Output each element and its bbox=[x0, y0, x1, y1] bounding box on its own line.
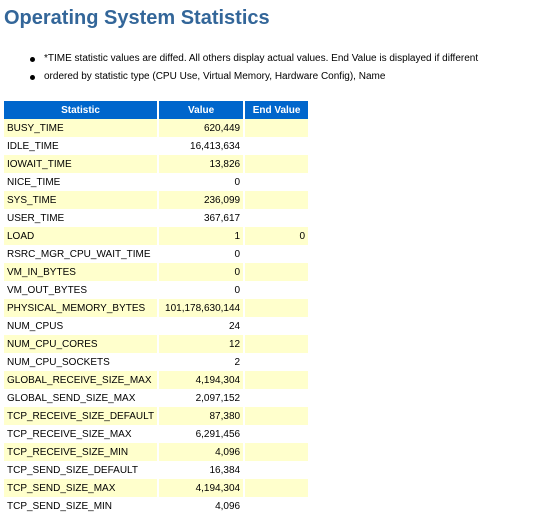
statistic-value-cell: 16,413,634 bbox=[158, 137, 246, 155]
statistic-end-value-cell bbox=[244, 461, 309, 479]
statistic-name-cell: SYS_TIME bbox=[4, 191, 160, 209]
table-row: TCP_SEND_SIZE_MAX 4,194,304 bbox=[4, 479, 309, 497]
statistic-name-cell: IDLE_TIME bbox=[4, 137, 160, 155]
statistic-value-cell: 6,291,456 bbox=[158, 425, 246, 443]
statistic-end-value-cell bbox=[244, 245, 309, 263]
statistic-name-cell: PHYSICAL_MEMORY_BYTES bbox=[4, 299, 160, 317]
statistic-end-value-cell bbox=[244, 371, 309, 389]
table-row: USER_TIME 367,617 bbox=[4, 209, 309, 227]
statistic-name-cell: VM_IN_BYTES bbox=[4, 263, 160, 281]
header-row: Statistic Value End Value bbox=[4, 101, 309, 119]
statistic-value-cell: 0 bbox=[158, 173, 246, 191]
statistic-value-cell: 4,194,304 bbox=[158, 479, 246, 497]
table-row: TCP_RECEIVE_SIZE_MIN 4,096 bbox=[4, 443, 309, 461]
statistic-name-cell: NUM_CPUS bbox=[4, 317, 160, 335]
statistic-end-value-cell bbox=[244, 173, 309, 191]
statistic-name-cell: IOWAIT_TIME bbox=[4, 155, 160, 173]
table-row: GLOBAL_SEND_SIZE_MAX 2,097,152 bbox=[4, 389, 309, 407]
statistic-end-value-cell bbox=[244, 317, 309, 335]
table-row: SYS_TIME 236,099 bbox=[4, 191, 309, 209]
statistic-value-cell: 4,096 bbox=[158, 497, 246, 515]
table-row: NUM_CPU_CORES 12 bbox=[4, 335, 309, 353]
statistic-value-cell: 13,826 bbox=[158, 155, 246, 173]
statistic-value-cell: 87,380 bbox=[158, 407, 246, 425]
table-row: BUSY_TIME 620,449 bbox=[4, 119, 309, 137]
statistic-end-value-cell bbox=[244, 335, 309, 353]
statistic-name-cell: TCP_RECEIVE_SIZE_MIN bbox=[4, 443, 160, 461]
statistic-value-cell: 2,097,152 bbox=[158, 389, 246, 407]
note-item: ordered by statistic type (CPU Use, Virt… bbox=[30, 68, 478, 86]
table-row: NUM_CPUS 24 bbox=[4, 317, 309, 335]
note-item: *TIME statistic values are diffed. All o… bbox=[30, 50, 478, 68]
statistic-end-value-cell bbox=[244, 299, 309, 317]
statistic-value-cell: 367,617 bbox=[158, 209, 246, 227]
column-header-end-value: End Value bbox=[244, 101, 309, 119]
statistic-value-cell: 620,449 bbox=[158, 119, 246, 137]
table-row: IDLE_TIME 16,413,634 bbox=[4, 137, 309, 155]
statistic-end-value-cell bbox=[244, 119, 309, 137]
statistic-name-cell: TCP_SEND_SIZE_MIN bbox=[4, 497, 160, 515]
statistic-value-cell: 0 bbox=[158, 245, 246, 263]
statistic-end-value-cell bbox=[244, 263, 309, 281]
statistic-name-cell: TCP_RECEIVE_SIZE_DEFAULT bbox=[4, 407, 160, 425]
statistic-name-cell: RSRC_MGR_CPU_WAIT_TIME bbox=[4, 245, 160, 263]
table-row: NUM_CPU_SOCKETS 2 bbox=[4, 353, 309, 371]
statistic-end-value-cell bbox=[244, 407, 309, 425]
page-title: Operating System Statistics bbox=[4, 7, 270, 29]
statistic-end-value-cell bbox=[244, 389, 309, 407]
table-row: TCP_SEND_SIZE_MIN 4,096 bbox=[4, 497, 309, 515]
notes-list: *TIME statistic values are diffed. All o… bbox=[30, 50, 478, 86]
statistic-end-value-cell bbox=[244, 443, 309, 461]
table-row: GLOBAL_RECEIVE_SIZE_MAX 4,194,304 bbox=[4, 371, 309, 389]
statistic-value-cell: 236,099 bbox=[158, 191, 246, 209]
statistic-end-value-cell bbox=[244, 209, 309, 227]
table-body: BUSY_TIME 620,449 IDLE_TIME 16,413,634 IOWAI… bbox=[4, 119, 309, 515]
statistic-name-cell: GLOBAL_RECEIVE_SIZE_MAX bbox=[4, 371, 160, 389]
statistic-end-value-cell: 0 bbox=[244, 227, 309, 245]
statistic-name-cell: GLOBAL_SEND_SIZE_MAX bbox=[4, 389, 160, 407]
statistic-value-cell: 16,384 bbox=[158, 461, 246, 479]
statistic-name-cell: LOAD bbox=[4, 227, 160, 245]
table-row: TCP_RECEIVE_SIZE_DEFAULT 87,380 bbox=[4, 407, 309, 425]
statistic-value-cell: 1 bbox=[158, 227, 246, 245]
table-row: VM_IN_BYTES 0 bbox=[4, 263, 309, 281]
statistic-end-value-cell bbox=[244, 497, 309, 515]
column-header-value: Value bbox=[158, 101, 246, 119]
table-row: VM_OUT_BYTES 0 bbox=[4, 281, 309, 299]
statistic-value-cell: 2 bbox=[158, 353, 246, 371]
statistic-name-cell: TCP_SEND_SIZE_MAX bbox=[4, 479, 160, 497]
statistic-name-cell: USER_TIME bbox=[4, 209, 160, 227]
statistic-end-value-cell bbox=[244, 137, 309, 155]
statistic-value-cell: 4,096 bbox=[158, 443, 246, 461]
column-header-statistic: Statistic bbox=[4, 101, 160, 119]
statistic-end-value-cell bbox=[244, 479, 309, 497]
table-row: RSRC_MGR_CPU_WAIT_TIME 0 bbox=[4, 245, 309, 263]
statistic-end-value-cell bbox=[244, 281, 309, 299]
os-statistics-table: Statistic Value End Value BUSY_TIME 620,4… bbox=[4, 101, 309, 515]
statistic-end-value-cell bbox=[244, 191, 309, 209]
statistic-end-value-cell bbox=[244, 155, 309, 173]
statistic-name-cell: TCP_SEND_SIZE_DEFAULT bbox=[4, 461, 160, 479]
statistic-name-cell: NICE_TIME bbox=[4, 173, 160, 191]
statistic-value-cell: 0 bbox=[158, 281, 246, 299]
table-row: TCP_SEND_SIZE_DEFAULT 16,384 bbox=[4, 461, 309, 479]
statistic-value-cell: 0 bbox=[158, 263, 246, 281]
statistic-name-cell: TCP_RECEIVE_SIZE_MAX bbox=[4, 425, 160, 443]
statistic-name-cell: VM_OUT_BYTES bbox=[4, 281, 160, 299]
table-row: PHYSICAL_MEMORY_BYTES 101,178,630,144 bbox=[4, 299, 309, 317]
statistic-value-cell: 4,194,304 bbox=[158, 371, 246, 389]
statistic-end-value-cell bbox=[244, 353, 309, 371]
statistic-value-cell: 101,178,630,144 bbox=[158, 299, 246, 317]
statistic-name-cell: NUM_CPU_CORES bbox=[4, 335, 160, 353]
statistic-end-value-cell bbox=[244, 425, 309, 443]
table-row: NICE_TIME 0 bbox=[4, 173, 309, 191]
table-row: IOWAIT_TIME 13,826 bbox=[4, 155, 309, 173]
statistic-name-cell: NUM_CPU_SOCKETS bbox=[4, 353, 160, 371]
statistic-value-cell: 24 bbox=[158, 317, 246, 335]
statistic-name-cell: BUSY_TIME bbox=[4, 119, 160, 137]
statistic-value-cell: 12 bbox=[158, 335, 246, 353]
table-row: LOAD 1 0 bbox=[4, 227, 309, 245]
table-row: TCP_RECEIVE_SIZE_MAX 6,291,456 bbox=[4, 425, 309, 443]
